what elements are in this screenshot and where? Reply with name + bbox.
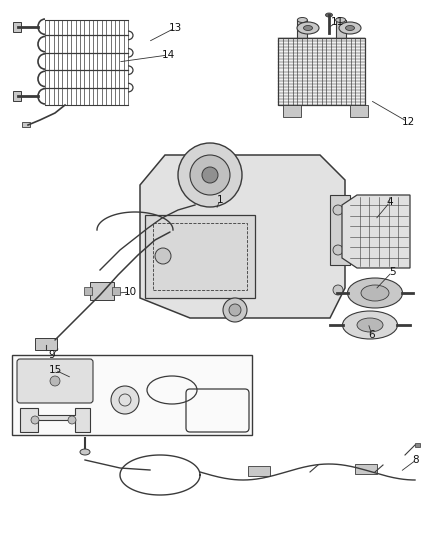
Ellipse shape xyxy=(343,311,398,339)
Circle shape xyxy=(333,245,343,255)
Circle shape xyxy=(333,205,343,215)
Bar xyxy=(336,20,346,38)
Circle shape xyxy=(202,167,218,183)
Bar xyxy=(90,282,114,300)
Bar xyxy=(12,355,252,435)
Bar xyxy=(112,287,120,295)
Text: 4: 4 xyxy=(387,197,393,207)
Text: 1: 1 xyxy=(217,195,223,205)
Polygon shape xyxy=(140,155,345,318)
Bar xyxy=(35,338,57,350)
Circle shape xyxy=(68,416,76,424)
Circle shape xyxy=(50,376,60,386)
Circle shape xyxy=(178,143,242,207)
Ellipse shape xyxy=(297,18,307,22)
Text: 12: 12 xyxy=(401,117,415,127)
Bar xyxy=(278,38,365,105)
Ellipse shape xyxy=(361,285,389,301)
Text: 13: 13 xyxy=(168,23,182,33)
FancyBboxPatch shape xyxy=(17,359,93,403)
Ellipse shape xyxy=(80,449,90,455)
Polygon shape xyxy=(20,408,90,432)
Bar xyxy=(22,122,30,127)
Bar xyxy=(283,105,301,117)
Text: 9: 9 xyxy=(49,350,55,360)
Bar xyxy=(13,91,21,101)
Text: 6: 6 xyxy=(369,330,375,340)
Bar xyxy=(84,287,92,295)
Polygon shape xyxy=(342,195,410,268)
Bar xyxy=(13,22,21,31)
Circle shape xyxy=(333,285,343,295)
Circle shape xyxy=(155,248,171,264)
Bar xyxy=(297,20,307,38)
Bar xyxy=(248,466,270,476)
Text: 8: 8 xyxy=(413,455,419,465)
Ellipse shape xyxy=(304,26,312,30)
Bar xyxy=(145,215,255,298)
Bar xyxy=(153,223,247,290)
Ellipse shape xyxy=(347,278,403,308)
Text: 15: 15 xyxy=(48,365,62,375)
Text: 14: 14 xyxy=(161,50,175,60)
Circle shape xyxy=(111,386,139,414)
Circle shape xyxy=(223,298,247,322)
Bar xyxy=(330,195,350,265)
Bar xyxy=(355,464,377,474)
Ellipse shape xyxy=(325,13,332,17)
Text: 11: 11 xyxy=(330,17,344,27)
Ellipse shape xyxy=(336,18,346,22)
Ellipse shape xyxy=(297,22,319,34)
Bar xyxy=(415,443,420,447)
Bar xyxy=(350,105,368,117)
Text: 5: 5 xyxy=(389,267,396,277)
Circle shape xyxy=(31,416,39,424)
Ellipse shape xyxy=(339,22,361,34)
Ellipse shape xyxy=(357,318,383,332)
Circle shape xyxy=(190,155,230,195)
Circle shape xyxy=(229,304,241,316)
Ellipse shape xyxy=(346,26,354,30)
Text: 10: 10 xyxy=(124,287,137,297)
